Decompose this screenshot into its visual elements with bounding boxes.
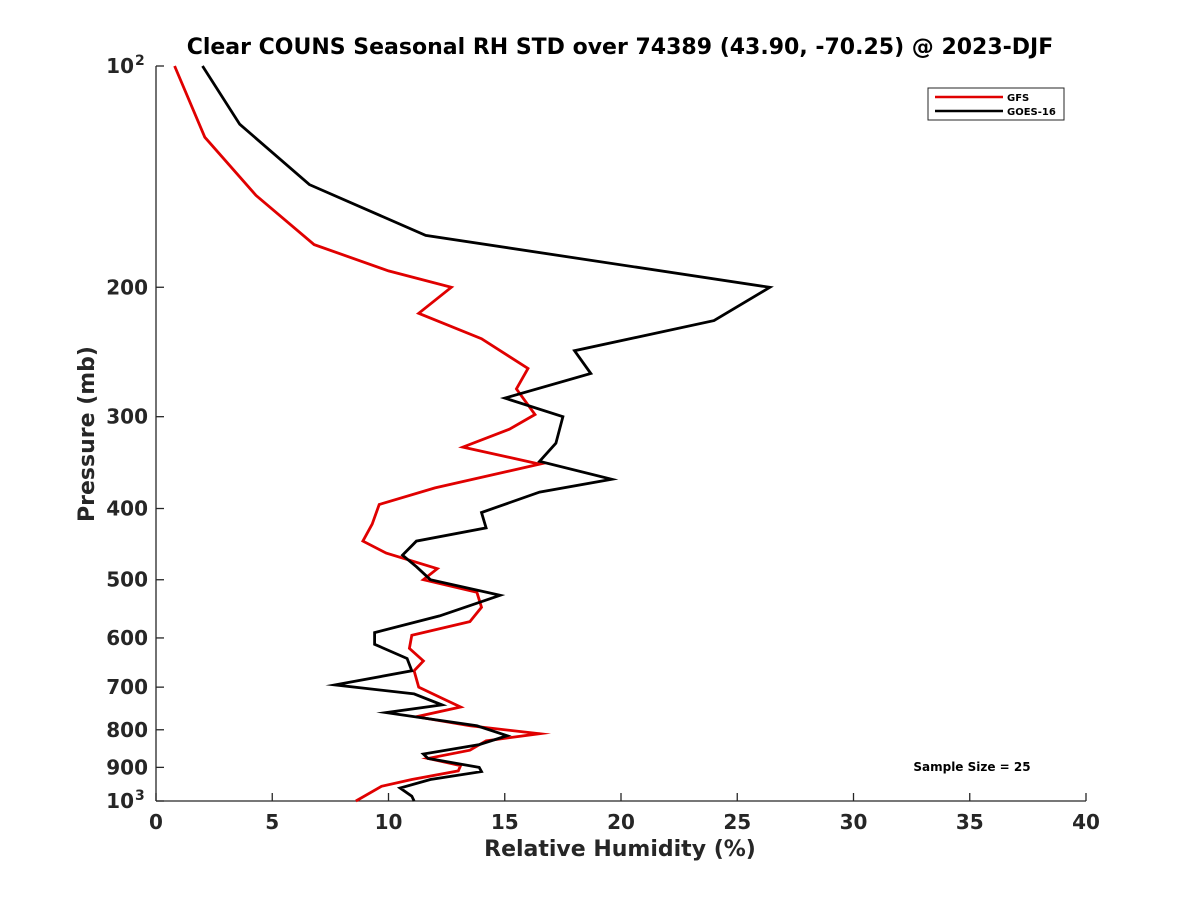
chart-title: Clear COUNS Seasonal RH STD over 74389 (… [187, 35, 1054, 60]
x-tick-label: 30 [840, 810, 868, 834]
legend-box [927, 87, 1065, 121]
x-tick-label: 25 [723, 810, 751, 834]
y-tick-label: 10 [106, 54, 134, 78]
legend: GFS GOES-16 [927, 87, 1065, 121]
y-tick-label: 200 [106, 275, 148, 299]
y-tick-label: 500 [106, 568, 148, 592]
sample-size-annotation: Sample Size = 25 [913, 760, 1030, 774]
y-tick-label: 900 [106, 755, 148, 779]
y-axis-label: Pressure (mb) [75, 346, 100, 522]
y-tick-label: 400 [106, 497, 148, 521]
x-tick-label: 40 [1072, 810, 1100, 834]
legend-label-gfs: GFS [1007, 93, 1029, 104]
x-axis-label: Relative Humidity (%) [484, 837, 756, 862]
y-tick-exponent: 2 [135, 53, 145, 69]
series-line-gfs [173, 65, 552, 803]
series-lines [173, 65, 774, 803]
x-tick-label: 5 [265, 810, 279, 834]
y-tick-label: 300 [106, 405, 148, 429]
y-tick-exponent: 3 [135, 788, 145, 804]
y-tick-label: 10 [106, 789, 134, 813]
y-tick-label: 600 [106, 626, 148, 650]
legend-label-goes16: GOES-16 [1007, 107, 1056, 118]
x-tick-label: 15 [491, 810, 519, 834]
x-tick-label: 10 [375, 810, 403, 834]
x-tick-label: 35 [956, 810, 984, 834]
y-tick-label: 700 [106, 675, 148, 699]
x-tick-label: 20 [607, 810, 635, 834]
x-tick-label: 0 [149, 810, 163, 834]
y-tick-label: 800 [106, 718, 148, 742]
series-line-goes-16 [201, 65, 774, 802]
